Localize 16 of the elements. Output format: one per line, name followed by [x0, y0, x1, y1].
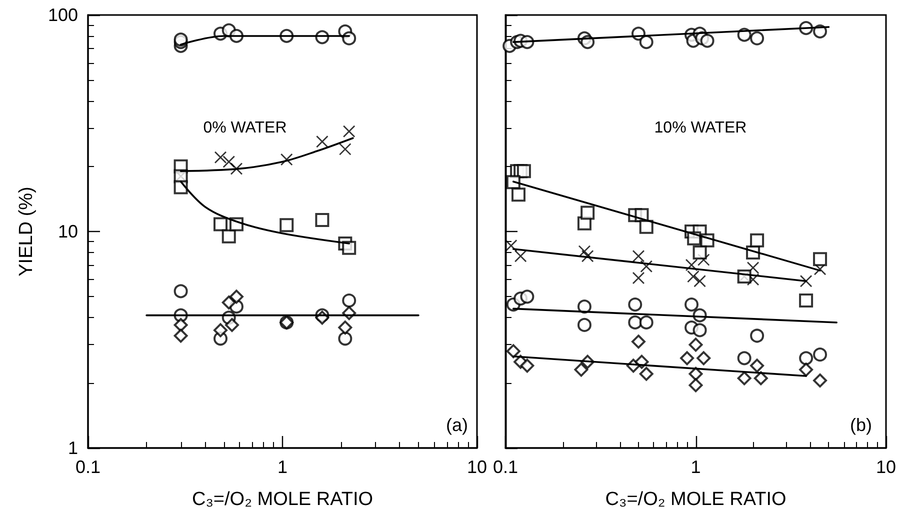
annotation: (a) [446, 415, 468, 435]
annotation: (b) [850, 415, 872, 435]
annotation: 10% WATER [654, 120, 747, 136]
y-axis-title: YIELD (%) [16, 186, 37, 276]
y-tick-label: 10 [58, 222, 78, 242]
x-tick-label: 1 [277, 457, 288, 477]
x-axis-title: C₃=/O₂ MOLE RATIO [605, 489, 786, 510]
y-tick-label: 1 [68, 438, 78, 458]
x-axis-title: C₃=/O₂ MOLE RATIO [192, 489, 374, 510]
annotation: 0% WATER [203, 120, 287, 136]
x-tick-label: 10 [876, 457, 896, 477]
x-tick-label: 10 [466, 457, 488, 477]
x-tick-label: 0.1 [75, 457, 101, 477]
x-tick-label: 0.1 [492, 457, 518, 477]
y-tick-label: 100 [48, 5, 78, 25]
x-tick-label: 1 [690, 457, 701, 477]
